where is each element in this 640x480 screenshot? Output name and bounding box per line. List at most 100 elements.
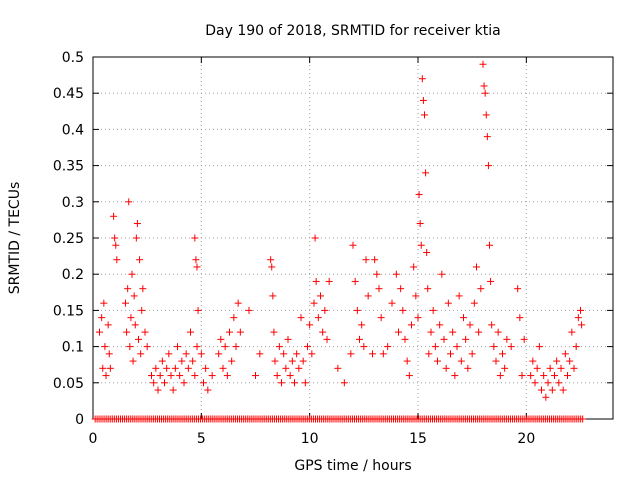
data-point [564, 372, 571, 380]
data-point [135, 335, 142, 343]
data-point [236, 328, 244, 336]
data-point [152, 364, 160, 372]
data-point [280, 350, 288, 358]
data-point [577, 306, 584, 314]
data-point [132, 234, 140, 242]
data-point [182, 350, 190, 358]
data-point [533, 364, 541, 372]
y-tick-label: 0 [75, 412, 84, 428]
data-point [101, 343, 109, 351]
data-point [138, 306, 146, 314]
data-point [288, 357, 296, 365]
data-point [308, 350, 316, 358]
data-point [165, 350, 173, 358]
data-point [535, 343, 543, 351]
data-point [531, 379, 539, 387]
data-point [137, 350, 145, 358]
data-point [482, 111, 490, 119]
data-point [141, 328, 149, 336]
data-point [503, 335, 511, 343]
data-point [377, 314, 385, 322]
ticks-layer: 0 0.05 0.1 0.15 0.2 0.25 0.3 0.35 0.4 0.45 0.5 0 5 10… [53, 50, 613, 447]
x-tick-label: 15 [409, 431, 427, 447]
data-point [306, 321, 314, 329]
data-point [111, 234, 119, 242]
data-point [427, 328, 435, 336]
data-point [572, 343, 580, 351]
y-tick-label: 0.4 [62, 122, 84, 138]
data-point [384, 343, 392, 351]
data-point [215, 350, 223, 358]
data-point [399, 306, 407, 314]
y-tick-label: 0.35 [53, 159, 84, 175]
data-point [194, 306, 202, 314]
data-point [499, 350, 506, 358]
data-point [421, 111, 428, 119]
data-point [192, 256, 200, 264]
data-point [453, 343, 461, 351]
data-point [167, 372, 175, 380]
data-point [245, 306, 253, 314]
data-point [226, 328, 233, 336]
data-point [514, 285, 522, 293]
data-point [496, 372, 504, 380]
data-point [403, 357, 411, 365]
data-point [293, 350, 301, 358]
data-point [180, 379, 188, 387]
data-point [129, 357, 137, 365]
data-point [269, 292, 277, 300]
data-point [123, 328, 131, 336]
data-point [442, 364, 450, 372]
data-point [529, 357, 537, 365]
data-point [444, 299, 452, 307]
data-point [208, 372, 216, 380]
data-point [561, 350, 569, 358]
data-point [356, 335, 363, 343]
data-point [574, 314, 582, 322]
data-point [555, 379, 563, 387]
data-point [131, 321, 139, 329]
data-point [516, 314, 524, 322]
x-axis-label: GPS time / hours [294, 458, 411, 474]
data-point [362, 256, 370, 264]
data-point [323, 335, 331, 343]
data-point [440, 335, 448, 343]
data-point [414, 314, 422, 322]
data-point [143, 343, 151, 351]
data-point [371, 256, 379, 264]
data-point [154, 386, 162, 394]
data-point [171, 364, 179, 372]
data-point [423, 248, 431, 256]
y-tick-label: 0.45 [53, 86, 84, 102]
marks-layer [91, 60, 587, 423]
data-point [392, 270, 400, 278]
data-point [507, 343, 515, 351]
data-point [184, 364, 192, 372]
data-point [102, 372, 110, 380]
data-point [204, 386, 212, 394]
y-tick-label: 0.3 [62, 195, 84, 211]
data-point [304, 343, 311, 351]
data-point [223, 372, 231, 380]
data-point [104, 321, 112, 329]
data-point [136, 256, 144, 264]
data-point [364, 292, 372, 300]
data-point [232, 343, 240, 351]
data-point [466, 321, 474, 329]
data-point [501, 364, 509, 372]
data-point [282, 364, 290, 372]
data-point [578, 321, 586, 329]
y-tick-label: 0.2 [62, 267, 84, 283]
x-tick-label: 0 [89, 431, 98, 447]
y-tick-label: 0.25 [53, 231, 84, 247]
data-point [295, 364, 303, 372]
data-point [112, 241, 120, 249]
data-point [189, 357, 197, 365]
data-point [457, 357, 465, 365]
data-point [284, 335, 292, 343]
x-tick-label: 20 [517, 431, 535, 447]
data-point [388, 299, 396, 307]
data-point [193, 343, 201, 351]
data-point [480, 82, 488, 90]
data-point [397, 285, 405, 293]
